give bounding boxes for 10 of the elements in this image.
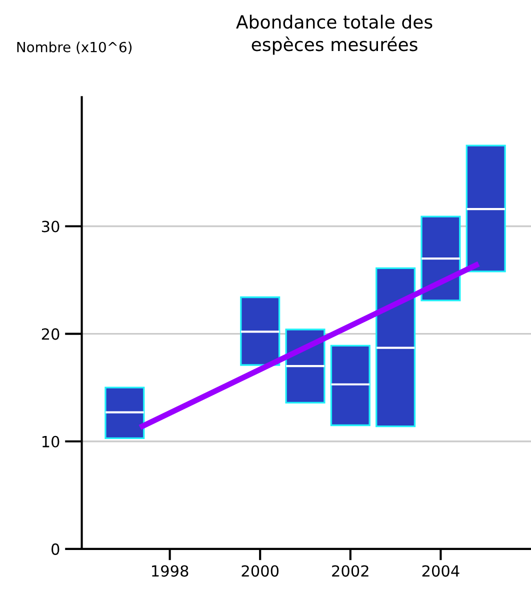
x-tick-label: 2004	[422, 565, 460, 577]
x-tick-label: 2002	[332, 565, 368, 577]
chart-title: Abondance totale des espèces mesurées	[236, 14, 432, 55]
y-axis-title: Nombre (x10^6)	[17, 42, 132, 54]
y-tick-label: 30	[42, 220, 60, 232]
y-tick-label: 10	[42, 436, 60, 448]
y-tick-label: 0	[52, 543, 60, 555]
x-tick-label: 1998	[152, 565, 188, 577]
y-tick-label: 20	[42, 328, 60, 340]
x-tick-label: 2000	[242, 565, 279, 577]
